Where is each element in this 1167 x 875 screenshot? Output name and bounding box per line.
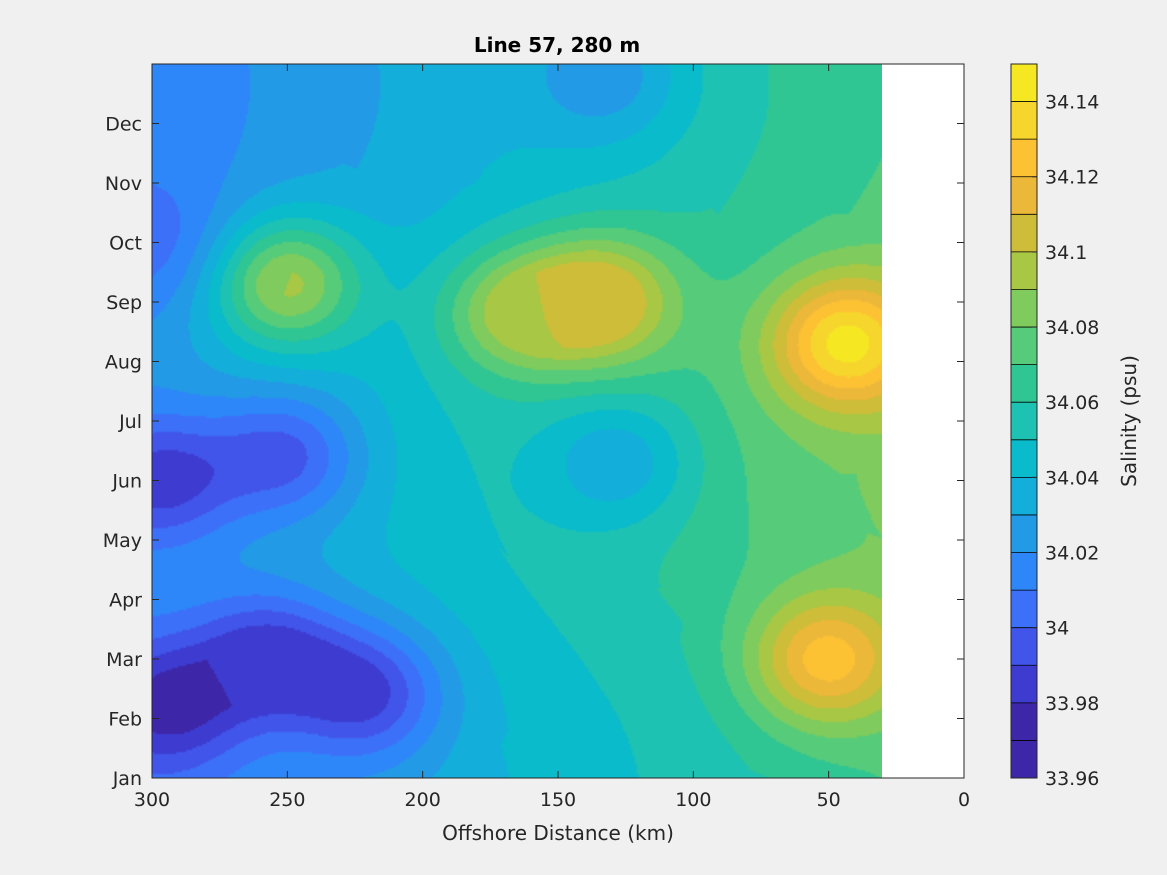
salinity-contour-image (152, 64, 882, 778)
colorbar-tick-label: 34.1 (1045, 242, 1087, 264)
colorbar-band (1011, 176, 1037, 215)
colorbar-band (1011, 64, 1037, 102)
y-tick-label: Jun (111, 471, 142, 493)
x-tick-label: 0 (958, 789, 970, 811)
x-tick-label: 50 (817, 789, 841, 811)
colorbar-band (1011, 139, 1037, 177)
x-tick-label: 100 (675, 789, 711, 811)
x-axis: 300 250 200 150 100 50 0 (134, 64, 970, 811)
colorbar-tick-label: 34.06 (1045, 392, 1099, 414)
colorbar-band (1011, 364, 1037, 403)
colorbar-band (1011, 402, 1037, 440)
y-tick-label: Dec (105, 114, 142, 136)
colorbar-band (1011, 251, 1037, 290)
colorbar-band (1011, 214, 1037, 252)
chart-title: Line 57, 280 m (474, 33, 640, 57)
y-tick-label: May (103, 530, 142, 552)
x-tick-label: 300 (134, 789, 170, 811)
colorbar-band (1011, 702, 1037, 741)
colorbar-band (1011, 439, 1037, 478)
colorbar-tick-label: 34 (1045, 618, 1069, 640)
colorbar-band (1011, 552, 1037, 591)
colorbar-band (1011, 101, 1037, 140)
y-tick-label: Nov (105, 173, 142, 195)
colorbar-band (1011, 590, 1037, 628)
colorbar-tick-label: 34.04 (1045, 467, 1099, 489)
x-tick-label: 250 (269, 789, 305, 811)
colorbar-label: Salinity (psu) (1117, 355, 1141, 487)
y-tick-label: Aug (105, 352, 142, 374)
colorbar-band (1011, 665, 1037, 703)
x-axis-label: Offshore Distance (km) (442, 821, 674, 845)
y-tick-label: Sep (106, 292, 142, 314)
colorbar-band (1011, 327, 1037, 365)
y-tick-label: Jan (112, 768, 142, 790)
contour-field (152, 64, 882, 778)
colorbar-band (1011, 514, 1037, 553)
y-tick-label: Feb (108, 709, 142, 731)
colorbar-band (1011, 477, 1037, 515)
x-tick-label: 150 (540, 789, 576, 811)
colorbar-tick-label: 34.14 (1045, 92, 1099, 114)
colorbar-tick-label: 34.08 (1045, 317, 1099, 339)
y-tick-label: Mar (106, 649, 142, 671)
y-axis: Jan Feb Mar Apr May Jun Jul Aug Sep Oct Nov Dec (103, 114, 964, 790)
colorbar-tick-label: 34.02 (1045, 543, 1099, 565)
x-tick-label: 200 (405, 789, 441, 811)
y-tick-label: Oct (109, 233, 142, 255)
colorbar-band (1011, 740, 1037, 778)
colorbar: 33.96 33.98 34 34.02 34.04 34.06 34.08 34.1 34.1… (1010, 63, 1099, 790)
colorbar-band (1011, 627, 1037, 666)
colorbar-tick-label: 33.98 (1045, 693, 1099, 715)
colorbar-tick-label: 33.96 (1045, 768, 1099, 790)
colorbar-band (1011, 289, 1037, 328)
y-tick-label: Jul (118, 411, 142, 433)
colorbar-tick-label: 34.12 (1045, 167, 1099, 189)
y-tick-label: Apr (109, 590, 142, 612)
colorbar-frame (1010, 63, 1038, 779)
